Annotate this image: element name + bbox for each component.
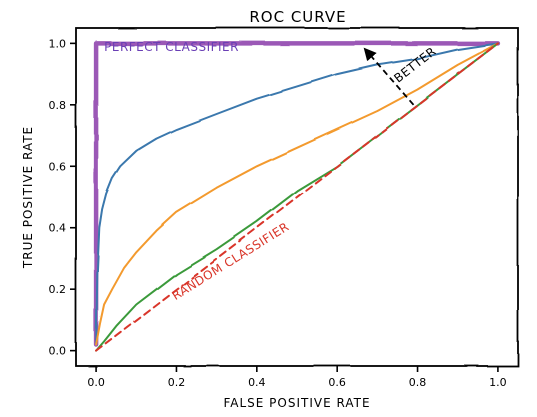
x-tick-label: 0.2: [168, 376, 186, 389]
x-axis-ticks: 0.0 0.2 0.4 0.6 0.8 1.0: [87, 366, 507, 389]
x-tick-label: 0.6: [328, 376, 346, 389]
x-axis-label: FALSE POSITIVE RATE: [223, 396, 370, 410]
x-tick-label: 0.8: [409, 376, 427, 389]
x-tick-label: 0.4: [248, 376, 266, 389]
random-classifier-line: [95, 42, 499, 352]
y-tick-label: 1.0: [49, 37, 67, 50]
y-tick-label: 0.6: [49, 160, 67, 173]
roc-curve-blue: [95, 42, 499, 346]
y-tick-label: 0.4: [49, 222, 67, 235]
perfect-classifier-label: PERFECT CLASSIFIER: [104, 40, 239, 54]
roc-curve-orange: [95, 42, 499, 346]
perfect-classifier-line: [93, 41, 501, 347]
chart-title: ROC CURVE: [249, 8, 346, 26]
y-axis-ticks: 0.0 0.2 0.4 0.6 0.8 1.0: [49, 37, 76, 358]
x-tick-label: 1.0: [489, 376, 507, 389]
x-tick-label: 0.0: [87, 376, 105, 389]
y-tick-label: 0.0: [49, 345, 67, 358]
y-tick-label: 0.2: [49, 283, 67, 296]
better-arrow: [363, 47, 415, 106]
y-tick-label: 0.8: [49, 99, 67, 112]
y-axis-label: TRUE POSITIVE RATE: [21, 126, 35, 269]
series-layer: [93, 41, 501, 352]
